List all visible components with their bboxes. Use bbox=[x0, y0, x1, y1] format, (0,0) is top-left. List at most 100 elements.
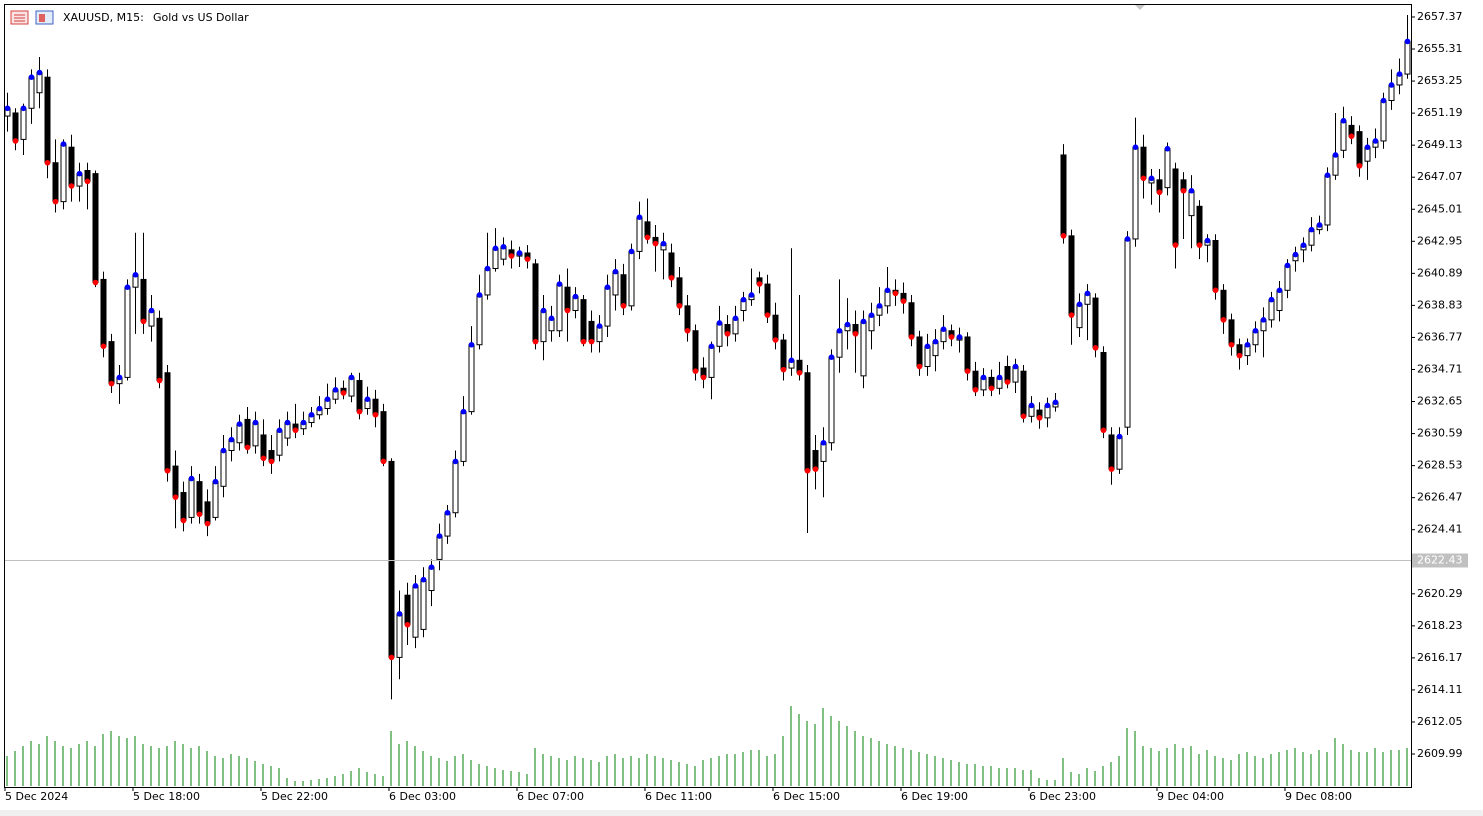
indicator-dot bbox=[692, 368, 699, 374]
y-tick-label: 2634.71 bbox=[1417, 362, 1463, 375]
bottom-strip bbox=[0, 810, 1483, 816]
indicator-dot bbox=[204, 520, 211, 527]
price-label: 2622.43 bbox=[1417, 554, 1463, 567]
y-tick-label: 2638.83 bbox=[1417, 298, 1463, 311]
candle-body bbox=[692, 330, 699, 372]
candle-body bbox=[252, 422, 259, 447]
candle-body bbox=[564, 286, 571, 312]
indicator-dot bbox=[900, 298, 907, 304]
indicator-dot bbox=[1380, 97, 1387, 104]
indicator-dot bbox=[484, 265, 491, 272]
candle-body bbox=[540, 310, 547, 343]
indicator-dot bbox=[116, 374, 123, 381]
indicator-dot bbox=[764, 312, 771, 318]
indicator-dot bbox=[156, 377, 163, 384]
candle-body bbox=[196, 481, 203, 515]
y-tick-label: 2653.25 bbox=[1417, 74, 1463, 87]
indicator-dot bbox=[132, 271, 139, 278]
indicator-dot bbox=[884, 287, 891, 294]
indicator-dot bbox=[796, 369, 803, 376]
candle-body bbox=[804, 372, 811, 472]
indicator-dot bbox=[588, 338, 595, 345]
candle-body bbox=[204, 501, 211, 525]
candle-body bbox=[44, 76, 51, 164]
indicator-dot bbox=[1340, 117, 1347, 124]
indicator-dot bbox=[76, 170, 83, 177]
chart-frame bbox=[4, 4, 1412, 788]
indicator-dot bbox=[860, 318, 867, 325]
indicator-dot bbox=[1036, 415, 1043, 421]
indicator-dot bbox=[636, 214, 643, 220]
candle-body bbox=[1100, 352, 1107, 431]
indicator-dot bbox=[1332, 152, 1339, 158]
indicator-dot bbox=[492, 245, 499, 252]
x-tick-label: 9 Dec 08:00 bbox=[1285, 790, 1352, 803]
indicator-dot bbox=[644, 234, 651, 241]
candle-body bbox=[1380, 100, 1387, 142]
indicator-dot bbox=[916, 363, 923, 370]
candle-body bbox=[492, 247, 499, 270]
indicator-dot bbox=[1324, 172, 1331, 178]
indicator-dot bbox=[340, 390, 347, 396]
candle-body bbox=[828, 356, 835, 444]
y-tick-label: 2657.37 bbox=[1417, 10, 1463, 23]
indicator-dot bbox=[1084, 290, 1091, 297]
candle-body bbox=[1324, 174, 1331, 226]
indicator-dot bbox=[348, 374, 355, 381]
indicator-dot bbox=[828, 354, 835, 360]
indicator-dot bbox=[276, 427, 283, 434]
indicator-dot bbox=[1300, 242, 1307, 248]
indicator-dot bbox=[52, 198, 59, 205]
indicator-dot bbox=[772, 337, 779, 343]
candle-body bbox=[1284, 264, 1291, 291]
indicator-dot bbox=[524, 256, 531, 262]
y-tick-label: 2626.47 bbox=[1417, 491, 1463, 504]
indicator-dot bbox=[1108, 466, 1115, 472]
indicator-dot bbox=[220, 447, 227, 454]
candle-body bbox=[556, 283, 563, 332]
candle-body bbox=[620, 274, 627, 307]
indicator-dot bbox=[532, 338, 539, 345]
candle-body bbox=[964, 336, 971, 372]
indicator-dot bbox=[1140, 175, 1147, 182]
indicator-dot bbox=[652, 240, 659, 247]
indicator-dot bbox=[1116, 433, 1123, 440]
indicator-dot bbox=[660, 240, 667, 247]
indicator-dot bbox=[1076, 301, 1083, 308]
indicator-dot bbox=[548, 315, 555, 322]
y-tick-label: 2651.19 bbox=[1417, 106, 1463, 119]
indicator-dot bbox=[564, 307, 571, 314]
indicator-dot bbox=[140, 318, 147, 325]
indicator-dot bbox=[412, 583, 419, 589]
indicator-dot bbox=[460, 408, 467, 415]
indicator-dot bbox=[708, 343, 715, 350]
candle-body bbox=[428, 566, 435, 592]
candle-body bbox=[468, 344, 475, 413]
indicator-dot bbox=[252, 419, 259, 426]
candle-body bbox=[20, 107, 27, 140]
candle-body bbox=[908, 302, 915, 338]
candle-body bbox=[188, 478, 195, 518]
indicator-dot bbox=[620, 303, 627, 309]
y-tick-label: 2655.31 bbox=[1417, 42, 1463, 55]
indicator-dot bbox=[268, 458, 275, 465]
indicator-dot bbox=[108, 380, 115, 387]
indicator-dot bbox=[28, 74, 35, 80]
indicator-dot bbox=[596, 323, 603, 329]
candle-body bbox=[1212, 240, 1219, 291]
candle-body bbox=[244, 418, 251, 448]
indicator-dot bbox=[1268, 296, 1275, 303]
y-tick-label: 2628.53 bbox=[1417, 459, 1463, 472]
candle-body bbox=[1228, 319, 1235, 346]
indicator-dot bbox=[572, 293, 579, 300]
indicator-dot bbox=[580, 338, 587, 345]
indicator-dot bbox=[676, 303, 683, 309]
candle-body bbox=[972, 370, 979, 391]
candle-body bbox=[356, 380, 363, 413]
candle-body bbox=[1356, 131, 1363, 167]
indicator-dot bbox=[1092, 345, 1099, 351]
candle-body bbox=[604, 286, 611, 327]
candle-body bbox=[764, 283, 771, 316]
x-tick-label: 5 Dec 22:00 bbox=[261, 790, 328, 803]
candle-body bbox=[92, 173, 99, 284]
